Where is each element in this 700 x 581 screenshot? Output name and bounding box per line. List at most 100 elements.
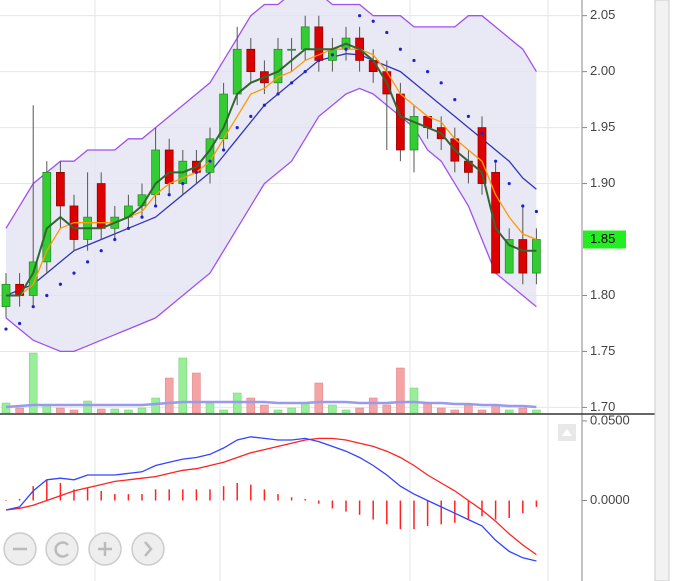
sar-dot [140, 215, 144, 219]
volume-bar [436, 407, 446, 413]
volume-bar [192, 372, 201, 413]
candle-body [409, 116, 419, 151]
candle-body [396, 93, 405, 151]
volume-bar [124, 409, 133, 413]
volume-bar [355, 407, 364, 413]
volume-bar [532, 409, 541, 413]
next-button[interactable] [131, 532, 165, 566]
sar-dot [303, 70, 307, 74]
volume-bar [341, 409, 351, 413]
volume-bar [178, 357, 188, 413]
axes: 2.05 2.00 1.95 1.90 1.80 1.75 1.700.0500 0.0000… [0, 0, 670, 581]
volume-bar [368, 397, 378, 413]
y2-tick-label: 0.0500 [590, 412, 630, 427]
sar-dot [181, 181, 185, 186]
candle-body [56, 172, 65, 207]
volume-bar [409, 387, 419, 413]
volume-bar [450, 409, 460, 413]
sar-dot [398, 47, 402, 51]
volume-bar [477, 409, 487, 413]
sar-dot [494, 159, 498, 163]
sar-dot [507, 181, 511, 186]
bollinger-mid [5, 53, 537, 297]
ma-fast [6, 42, 537, 297]
candle-body [477, 127, 487, 184]
volume-bar [518, 407, 528, 413]
ma-slow [6, 48, 537, 297]
zoom-controls [3, 532, 165, 566]
candle-body [287, 48, 296, 51]
candle-body [504, 239, 514, 274]
volume-bar [96, 408, 106, 413]
sar-dot [167, 193, 171, 197]
volume-bar [382, 404, 392, 413]
volume-bar [464, 404, 473, 413]
sar-dot [534, 209, 539, 214]
y-tick-label: 2.05 [590, 7, 615, 22]
candle-body [164, 149, 174, 184]
candle-body [300, 26, 310, 50]
volume-bar [137, 407, 147, 413]
sar-dot [371, 19, 375, 23]
volume-bar [28, 352, 38, 413]
y-tick-label: 1.70 [590, 399, 615, 414]
sar-dot [412, 58, 416, 63]
y-tick-label: 2.00 [590, 63, 615, 78]
sar-dot [358, 14, 362, 18]
sar-dot [466, 114, 470, 119]
candle-body [273, 48, 283, 84]
sar-dot [235, 125, 239, 130]
sar-dot [58, 282, 63, 286]
bollinger-band-fill [6, 0, 537, 352]
sar-dot [276, 92, 280, 96]
last-price-tag [583, 230, 626, 249]
sar-dot [453, 98, 457, 102]
volume-bar [314, 382, 324, 413]
sar-dot [45, 293, 49, 298]
volume-bar [219, 409, 228, 413]
sar-dot [194, 170, 198, 174]
sar-dot [317, 58, 321, 63]
y-tick-label: 1.75 [590, 343, 615, 358]
sar-dot [249, 114, 253, 119]
volume-bar [423, 402, 432, 413]
volume-bar [69, 409, 79, 413]
sar-dot [290, 81, 294, 85]
sar-dot [222, 148, 226, 152]
sar-dot [480, 131, 484, 135]
y-tick-label: 1.90 [590, 175, 615, 190]
sar-dot [72, 271, 76, 275]
volume-bar [504, 409, 514, 413]
volume-bar [287, 407, 296, 413]
volume-bar [273, 409, 283, 413]
volume-bar [15, 407, 24, 413]
sar-dot [31, 305, 35, 309]
sar-dot [344, 47, 348, 51]
candle-body [518, 239, 528, 274]
volume-bar [396, 367, 405, 413]
sar-dot [439, 81, 443, 85]
sar-dot [521, 204, 525, 208]
sar-dot [18, 321, 22, 326]
volume-bar [205, 402, 215, 413]
macd-panel [5, 436, 538, 562]
candle-body [42, 172, 52, 263]
volume-bar [83, 400, 92, 413]
volume-bar [328, 404, 337, 413]
last-price-label: 1.85 [590, 231, 615, 246]
volume-bar [300, 402, 310, 413]
sar-dot [99, 249, 103, 253]
sar-dot [330, 53, 334, 57]
sar-dot [113, 237, 117, 242]
volume-ma-line [5, 400, 537, 409]
volume-bar [1, 402, 11, 413]
sar-dot [4, 327, 8, 331]
bollinger-lower [5, 87, 537, 353]
sar-dot [126, 226, 130, 230]
candle-body [532, 239, 541, 274]
reset-button[interactable] [45, 532, 79, 566]
volume-bar [164, 377, 174, 413]
volume-bar [56, 407, 65, 413]
volume-bar [246, 397, 256, 413]
